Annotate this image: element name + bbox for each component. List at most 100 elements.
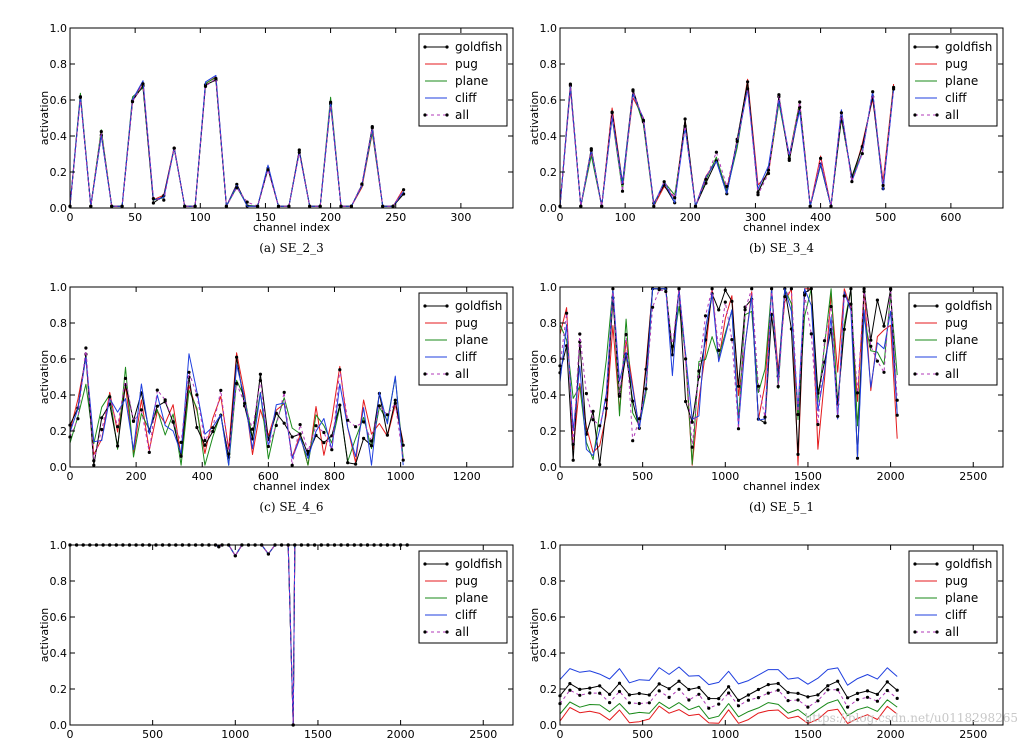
x-tick-label: 0 (557, 211, 564, 224)
y-tick-label: 0.8 (540, 58, 558, 71)
data-point-goldfish (598, 463, 602, 467)
data-point-all (882, 370, 886, 374)
data-point-all (770, 287, 774, 291)
data-point-all (579, 204, 583, 208)
data-point-all (725, 184, 729, 188)
data-point-all (290, 463, 294, 467)
data-point-all (385, 413, 389, 417)
data-point-goldfish (895, 413, 899, 417)
data-point-goldfish (282, 421, 286, 425)
x-tick-label: 50 (128, 211, 142, 224)
legend-label-cliff: cliff (455, 91, 477, 105)
panel-caption: (b) SE_3_4 (749, 241, 814, 255)
data-point-all (895, 398, 899, 402)
legend-marker (913, 45, 917, 49)
x-tick-label: 1000 (221, 728, 249, 741)
x-tick-label: 0 (67, 470, 74, 483)
legend-label-pug: pug (945, 574, 968, 588)
data-point-goldfish (346, 461, 350, 465)
data-point-all (690, 445, 694, 449)
data-point-all (565, 311, 569, 315)
axes-frame (559, 27, 1004, 209)
y-tick-label: 0.0 (540, 461, 558, 474)
data-point-all (131, 419, 136, 423)
data-point-all (829, 204, 833, 208)
data-point-all (250, 427, 255, 431)
legend-marker (423, 562, 427, 566)
data-point-all (171, 420, 175, 424)
data-point-all (610, 111, 614, 115)
y-tick-label: 0.8 (540, 317, 558, 330)
data-point-all (620, 189, 625, 193)
series-line-cliff (69, 353, 404, 466)
legend-marker (445, 304, 449, 308)
data-point-goldfish (717, 697, 721, 701)
data-point-goldfish (766, 683, 770, 687)
data-point-all (360, 182, 364, 186)
data-point-all (110, 204, 114, 208)
data-point-all (756, 193, 760, 197)
data-point-all (735, 139, 739, 143)
data-point-all (803, 293, 807, 297)
legend-label-goldfish: goldfish (455, 40, 502, 54)
data-point-all (850, 180, 854, 184)
data-point-goldfish (776, 681, 780, 686)
data-point-goldfish (746, 693, 751, 697)
x-tick-label: 0 (67, 211, 74, 224)
data-point-all (211, 426, 215, 430)
legend-marker (913, 304, 917, 308)
data-point-all (756, 696, 761, 700)
data-point-all (822, 339, 827, 343)
legend-label-all: all (455, 367, 469, 381)
data-point-goldfish (330, 434, 334, 438)
data-point-all (339, 204, 343, 208)
data-point-all (641, 118, 646, 122)
data-point-all (717, 702, 721, 706)
y-tick-label: 0.4 (50, 647, 68, 660)
series-line-all (559, 288, 898, 448)
legend-label-goldfish: goldfish (945, 299, 992, 313)
data-point-all (314, 424, 318, 428)
data-point-goldfish (796, 452, 800, 456)
data-point-goldfish (687, 687, 691, 692)
data-point-goldfish (756, 687, 761, 692)
legend-label-plane: plane (945, 74, 978, 88)
data-point-all (187, 370, 191, 374)
y-tick-label: 0.0 (50, 461, 68, 474)
series-line-goldfish (559, 288, 898, 466)
y-tick-label: 0.0 (540, 202, 558, 215)
data-point-all (151, 197, 155, 201)
data-point-goldfish (195, 425, 199, 430)
data-point-goldfish (393, 398, 397, 402)
legend-marker (423, 372, 427, 376)
legend-label-plane: plane (945, 333, 978, 347)
legend-label-plane: plane (455, 591, 488, 605)
data-point-all (568, 688, 572, 692)
data-point-goldfish (608, 692, 612, 697)
data-point-all (789, 287, 794, 291)
data-point-all (677, 687, 681, 691)
data-point-all (274, 423, 278, 428)
x-tick-label: 1500 (304, 728, 332, 741)
data-point-all (120, 204, 124, 208)
legend-marker (935, 562, 939, 566)
data-point-all (667, 695, 671, 700)
legend-marker (445, 113, 449, 117)
chart-panel-3: 0 200 400 600 800 1000 1200 0.0 0.2 0.4 0.6 0.8 1.0 a… (38, 281, 514, 514)
x-tick-label: 250 (385, 211, 406, 224)
chart-panel-1: 0 50 100 150 200 250 300 0.0 0.2 0.4 0.6 0.8 1.0 acti… (38, 22, 514, 255)
legend-label-goldfish: goldfish (945, 40, 992, 54)
y-tick-label: 0.8 (50, 58, 68, 71)
data-point-all (881, 183, 885, 188)
data-point-all (89, 204, 93, 208)
data-point-goldfish (707, 696, 711, 701)
data-point-goldfish (746, 80, 750, 84)
data-point-all (819, 156, 823, 160)
x-tick-label: 200 (126, 470, 147, 483)
data-point-all (860, 152, 864, 156)
data-point-goldfish (846, 696, 850, 700)
x-tick-label: 2500 (959, 728, 987, 741)
data-point-goldfish (895, 688, 899, 692)
data-point-all (723, 300, 727, 304)
